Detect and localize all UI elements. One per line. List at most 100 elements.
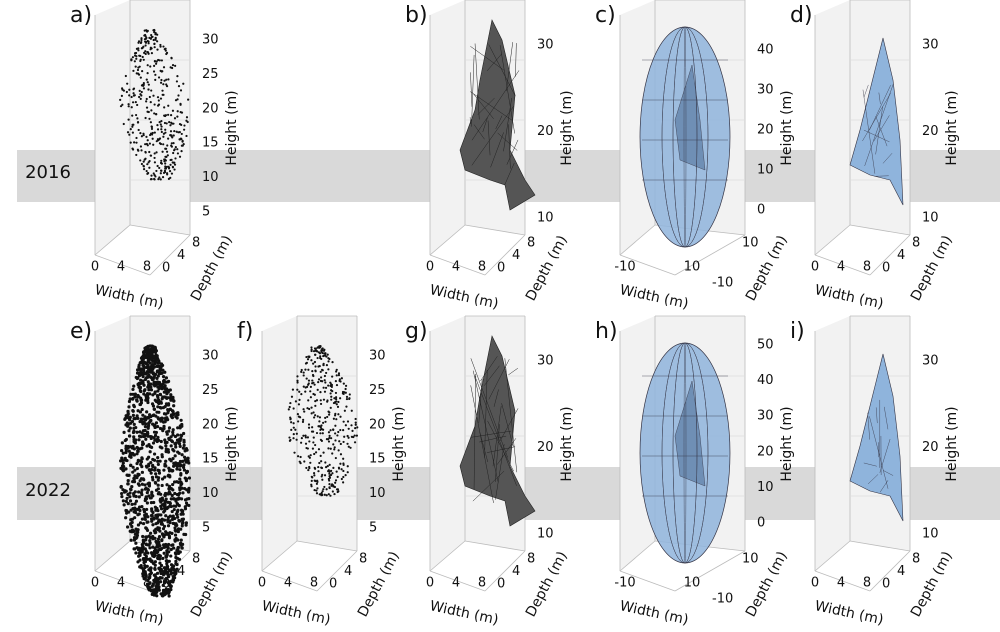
mesh-edge [479, 435, 507, 443]
point [175, 513, 179, 517]
point [145, 491, 149, 495]
point [167, 568, 172, 572]
point [149, 471, 153, 475]
point [319, 428, 322, 431]
point [337, 466, 341, 469]
point [172, 399, 176, 403]
point [160, 130, 163, 134]
point [160, 120, 163, 123]
point [153, 384, 157, 388]
mesh-edge [473, 124, 485, 140]
point [147, 543, 151, 547]
point [164, 459, 168, 463]
point [162, 66, 166, 69]
width-tick-label: 4 [452, 576, 460, 591]
depth-tick-label: -10 [712, 276, 733, 291]
point [119, 105, 123, 108]
point [144, 116, 147, 120]
point [130, 419, 135, 424]
hull-edge [661, 26, 709, 248]
point [173, 533, 178, 537]
point [161, 89, 164, 92]
point [141, 381, 145, 385]
point [300, 437, 303, 440]
height-tick-label: 30 [757, 409, 774, 424]
point [169, 398, 173, 402]
point [306, 436, 310, 439]
depth-tick-label: 8 [912, 552, 920, 567]
point [307, 399, 310, 402]
point [338, 379, 341, 383]
height-tick-label: 30 [202, 33, 219, 48]
point [124, 509, 129, 513]
point [164, 514, 168, 518]
point [331, 490, 334, 493]
point [138, 479, 142, 483]
point [136, 528, 140, 532]
point [328, 434, 331, 437]
point [326, 399, 329, 402]
point [310, 479, 313, 482]
point [159, 45, 162, 48]
point [149, 531, 153, 535]
point [143, 425, 147, 429]
point [327, 368, 330, 371]
point [337, 490, 340, 493]
point [144, 497, 149, 501]
point [169, 114, 173, 117]
point [301, 420, 305, 423]
point [150, 89, 153, 92]
point [169, 504, 173, 509]
box-edge [849, 540, 911, 552]
point [179, 497, 184, 501]
point [144, 437, 148, 441]
box-edge [316, 550, 358, 592]
point [166, 154, 169, 157]
point [167, 113, 170, 116]
point [171, 456, 175, 461]
width-axis-label: Width (m) [93, 282, 164, 312]
point [299, 455, 302, 459]
point [148, 557, 152, 561]
point [346, 471, 349, 474]
point [162, 379, 166, 383]
point [165, 483, 169, 487]
point [344, 384, 348, 387]
point [129, 128, 132, 131]
point [314, 399, 317, 403]
point [133, 490, 137, 494]
point [178, 444, 182, 448]
point [176, 115, 179, 118]
point [140, 90, 143, 94]
point [166, 515, 171, 520]
point [326, 353, 329, 356]
point [174, 157, 177, 160]
point [334, 439, 337, 442]
point [165, 544, 170, 548]
point [342, 428, 345, 432]
point [153, 103, 156, 106]
point [322, 364, 325, 367]
point [176, 508, 180, 512]
point [159, 563, 164, 568]
point [157, 438, 161, 443]
cone-edge [863, 129, 890, 143]
point [136, 482, 141, 486]
point [317, 470, 320, 473]
point [132, 547, 136, 551]
point [313, 383, 316, 386]
point [178, 462, 182, 467]
box-edge [464, 540, 526, 552]
point [155, 393, 160, 398]
point [321, 478, 324, 481]
point [329, 447, 332, 450]
point [180, 150, 183, 153]
point [166, 450, 171, 454]
point [288, 439, 291, 442]
point [168, 170, 172, 173]
width-tick-label: 0 [811, 576, 819, 591]
point [141, 521, 146, 526]
mesh-edge [470, 430, 512, 438]
point [171, 64, 175, 67]
point [324, 416, 327, 419]
